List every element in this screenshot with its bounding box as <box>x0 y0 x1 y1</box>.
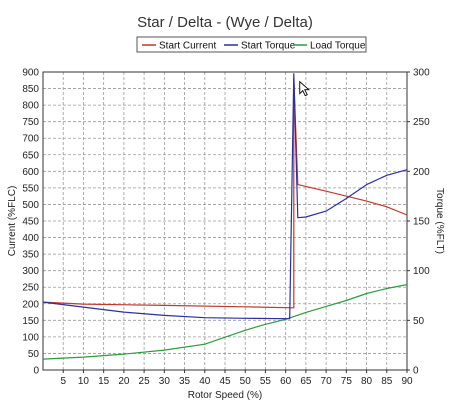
y-left-tick-label: 200 <box>22 299 39 310</box>
y-left-tick-label: 0 <box>33 366 39 377</box>
y-left-tick-label: 600 <box>22 167 39 178</box>
x-tick-label: 20 <box>118 376 130 387</box>
x-tick-label: 5 <box>60 376 66 387</box>
y-left-tick-label: 50 <box>28 349 40 360</box>
y-right-tick-label: 0 <box>413 366 419 377</box>
y-right-axis-title: Torque (%FLT) <box>434 188 445 254</box>
y-left-tick-label: 150 <box>22 316 39 327</box>
y-right-tick-label: 50 <box>413 316 425 327</box>
x-tick-label: 70 <box>321 376 333 387</box>
y-right-tick-label: 300 <box>413 68 430 79</box>
x-tick-label: 90 <box>401 376 413 387</box>
legend: Start Current Start Torque Load Torque <box>136 36 367 53</box>
legend-label: Start Torque <box>241 41 296 52</box>
x-tick-label: 60 <box>280 376 292 387</box>
y-left-axis-title: Current (%FLC) <box>7 186 18 257</box>
x-tick-label: 25 <box>139 376 151 387</box>
legend-box <box>136 36 367 53</box>
y-left-tick-label: 900 <box>22 68 39 79</box>
legend-label: Load Torque <box>310 41 366 52</box>
y-right-tick-label: 150 <box>413 217 430 228</box>
x-tick-label: 45 <box>219 376 231 387</box>
y-left-tick-label: 750 <box>22 117 39 128</box>
x-tick-label: 55 <box>260 376 272 387</box>
y-left-tick-label: 300 <box>22 266 39 277</box>
y-left-tick-label: 500 <box>22 200 39 211</box>
x-axis-title: Rotor Speed (%) <box>188 390 262 401</box>
x-tick-label: 35 <box>179 376 191 387</box>
y-right-tick-label: 100 <box>413 266 430 277</box>
chart-title: Star / Delta - (Wye / Delta) <box>137 14 313 31</box>
y-right-tick-label: 200 <box>413 167 430 178</box>
y-left-tick-label: 850 <box>22 84 39 95</box>
y-left-tick-label: 550 <box>22 183 39 194</box>
y-left-tick-label: 100 <box>22 332 39 343</box>
y-left-tick-label: 650 <box>22 150 39 161</box>
x-tick-label: 75 <box>341 376 353 387</box>
x-tick-label: 50 <box>240 376 252 387</box>
x-tick-label: 30 <box>159 376 171 387</box>
y-left-tick-label: 800 <box>22 101 39 112</box>
x-tick-label: 65 <box>300 376 312 387</box>
x-tick-label: 40 <box>199 376 211 387</box>
series-lines <box>42 73 408 360</box>
x-tick-label: 15 <box>98 376 110 387</box>
mouse-cursor-icon <box>299 80 310 97</box>
y-left-tick-label: 350 <box>22 250 39 261</box>
x-tick-label: 85 <box>381 376 393 387</box>
y-right-tick-label: 250 <box>413 117 430 128</box>
series-line-start-torque <box>42 73 408 320</box>
y-left-tick-label: 450 <box>22 217 39 228</box>
x-tick-label: 10 <box>78 376 90 387</box>
y-left-tick-label: 400 <box>22 233 39 244</box>
y-left-tick-label: 700 <box>22 134 39 145</box>
y-left-tick-label: 250 <box>22 283 39 294</box>
series-line-load-torque <box>42 284 408 360</box>
x-tick-label: 80 <box>361 376 373 387</box>
legend-label: Start Current <box>159 41 216 52</box>
